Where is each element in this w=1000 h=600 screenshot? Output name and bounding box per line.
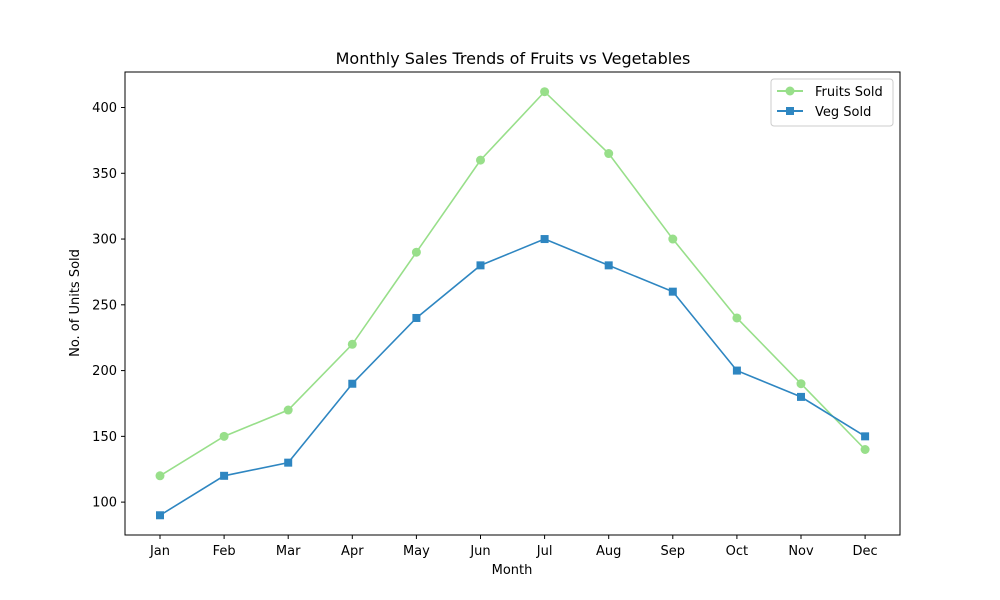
y-tick-label: 100 [92, 496, 117, 511]
x-tick-label: Mar [276, 544, 301, 559]
x-tick-label: Sep [661, 544, 686, 559]
data-point-fruits [860, 445, 870, 455]
data-point-veg [412, 313, 421, 322]
data-point-fruits [219, 431, 229, 441]
y-axis-label: No. of Units Sold [68, 249, 83, 357]
x-tick-label: Oct [726, 544, 748, 559]
legend-marker-veg [786, 107, 794, 115]
data-point-veg [220, 471, 229, 480]
data-point-fruits [540, 87, 550, 97]
data-point-fruits [283, 405, 293, 415]
plot-area [155, 87, 870, 520]
y-tick-label: 400 [92, 101, 117, 116]
x-tick-label: Jan [149, 544, 170, 559]
legend-marker-fruits [785, 86, 795, 96]
data-point-fruits [411, 247, 421, 257]
data-point-fruits [668, 234, 678, 244]
x-axis-label: Month [492, 563, 533, 578]
legend-label-fruits: Fruits Sold [815, 85, 883, 100]
data-point-fruits [155, 471, 165, 481]
data-point-fruits [347, 339, 357, 349]
data-point-veg [284, 458, 293, 467]
x-tick-label: Nov [788, 544, 814, 559]
plot-frame [124, 71, 901, 536]
y-tick-label: 350 [92, 167, 117, 182]
chart-title: Monthly Sales Trends of Fruits vs Vegeta… [336, 49, 691, 68]
data-point-veg [668, 287, 677, 296]
y-tick-label: 250 [92, 298, 117, 313]
data-point-veg [732, 366, 741, 375]
data-point-veg [797, 392, 805, 401]
data-point-veg [604, 261, 613, 270]
data-point-fruits [604, 149, 614, 159]
x-tick-label: May [403, 544, 430, 559]
data-point-veg [540, 235, 549, 244]
series-line-veg [159, 238, 866, 516]
data-point-veg [861, 432, 870, 441]
x-tick-label: Jul [536, 544, 553, 559]
data-point-veg [476, 261, 485, 270]
x-tick-label: Aug [596, 544, 621, 559]
data-point-fruits [732, 313, 742, 323]
y-tick-label: 300 [92, 233, 117, 248]
series-line-fruits [159, 90, 866, 477]
x-tick-label: Apr [341, 544, 364, 559]
data-point-fruits [476, 155, 485, 165]
data-point-fruits [796, 379, 806, 389]
data-point-veg [156, 511, 164, 520]
y-tick-label: 150 [92, 430, 117, 445]
legend: Fruits Sold Veg Sold [770, 78, 894, 127]
x-tick-label: Feb [213, 544, 236, 559]
y-tick-label: 200 [92, 364, 117, 379]
data-point-veg [348, 379, 357, 388]
x-tick-label: Jun [469, 544, 490, 559]
legend-label-veg: Veg Sold [815, 105, 871, 120]
x-tick-label: Dec [853, 544, 878, 559]
